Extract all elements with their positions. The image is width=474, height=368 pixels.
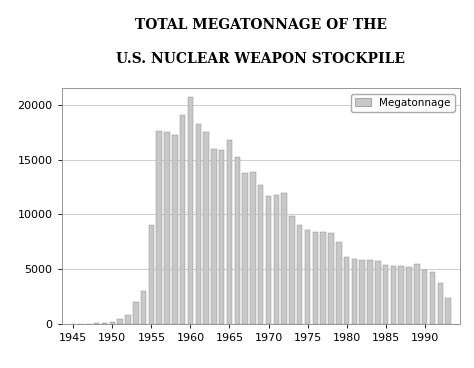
Bar (180, 114, 185, 324)
Bar (94, 323, 100, 324)
Bar (391, 266, 396, 324)
Bar (313, 232, 318, 324)
Bar (438, 283, 443, 324)
Bar (141, 291, 146, 324)
Bar (109, 322, 115, 324)
Bar (258, 185, 264, 324)
Bar (266, 196, 271, 324)
Bar (164, 132, 170, 324)
Bar (336, 242, 341, 324)
Bar (399, 266, 404, 324)
Bar (203, 132, 209, 324)
Bar (133, 302, 138, 324)
Bar (219, 150, 224, 324)
Bar (227, 140, 232, 324)
Text: U.S. NUCLEAR WEAPON STOCKPILE: U.S. NUCLEAR WEAPON STOCKPILE (116, 52, 405, 66)
Bar (344, 257, 349, 324)
Bar (430, 272, 435, 324)
Bar (118, 319, 123, 324)
Bar (305, 230, 310, 324)
Bar (414, 263, 419, 324)
Bar (297, 225, 302, 324)
Bar (149, 225, 154, 324)
Bar (250, 171, 255, 324)
Bar (328, 233, 334, 324)
Bar (125, 315, 131, 324)
Bar (172, 135, 178, 324)
Bar (289, 216, 295, 324)
Bar (195, 124, 201, 324)
Bar (446, 298, 451, 324)
Bar (188, 97, 193, 324)
Bar (422, 270, 428, 324)
Bar (273, 195, 279, 324)
Bar (235, 158, 240, 324)
Bar (102, 323, 107, 324)
Bar (383, 265, 388, 324)
Bar (320, 232, 326, 324)
Bar (211, 149, 217, 324)
Bar (352, 259, 357, 324)
Bar (156, 131, 162, 324)
Text: TOTAL MEGATONNAGE OF THE: TOTAL MEGATONNAGE OF THE (135, 18, 387, 32)
Bar (375, 261, 381, 324)
Bar (406, 267, 412, 324)
Bar (282, 194, 287, 324)
Bar (359, 260, 365, 324)
Legend: Megatonnage: Megatonnage (351, 93, 455, 112)
Bar (367, 260, 373, 324)
Bar (242, 173, 248, 324)
